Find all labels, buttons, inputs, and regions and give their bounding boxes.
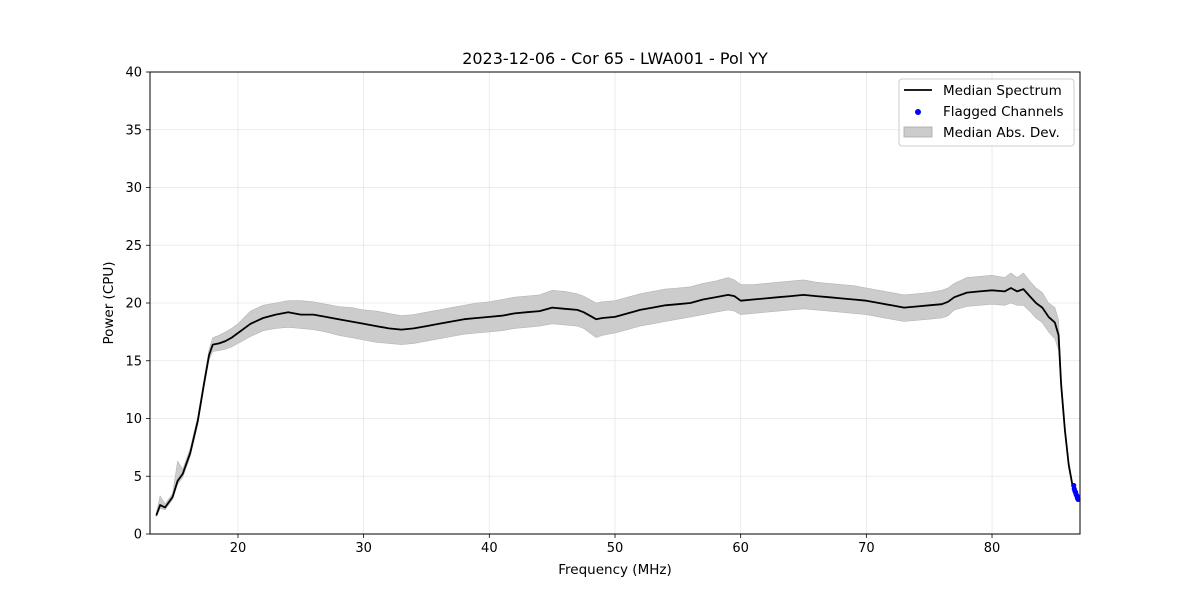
y-tick-label: 15 xyxy=(125,354,142,369)
x-tick-label: 80 xyxy=(984,541,1001,556)
y-tick-label: 40 xyxy=(125,66,142,81)
legend: Median Spectrum Flagged Channels Median … xyxy=(898,78,1075,147)
y-tick-label: 0 xyxy=(134,528,142,543)
y-axis-label: Power (CPU) xyxy=(101,261,117,344)
legend-median-label: Median Spectrum xyxy=(943,83,1062,99)
legend-flagged-label: Flagged Channels xyxy=(943,104,1064,120)
y-tick-label: 10 xyxy=(125,412,142,427)
y-tick-label: 35 xyxy=(125,123,142,138)
chart-title: 2023-12-06 - Cor 65 - LWA001 - Pol YY xyxy=(462,49,768,68)
x-tick-label: 70 xyxy=(858,541,875,556)
legend-frame xyxy=(898,78,1075,147)
median-spectrum-line xyxy=(155,287,1074,516)
legend-mad-swatch xyxy=(903,126,933,138)
y-tick-label: 30 xyxy=(125,181,142,196)
flagged-channels-layer xyxy=(1071,482,1081,502)
x-tick-label: 50 xyxy=(607,541,624,556)
median-spectrum-layer xyxy=(155,287,1074,516)
y-tick-label: 25 xyxy=(125,239,142,254)
flagged-channel-point xyxy=(1075,496,1081,502)
y-tick-label: 5 xyxy=(134,470,142,485)
axis-ticks: 20 30 40 50 60 70 80 0 5 10 15 20 25 30 35 40 xyxy=(125,66,1000,557)
x-axis-label: Frequency (MHz) xyxy=(558,562,671,578)
legend-mad-label: Median Abs. Dev. xyxy=(943,125,1060,141)
y-tick-label: 20 xyxy=(125,297,142,312)
x-tick-label: 60 xyxy=(732,541,749,556)
x-tick-label: 30 xyxy=(355,541,372,556)
x-tick-label: 40 xyxy=(481,541,498,556)
x-tick-label: 20 xyxy=(230,541,247,556)
legend-flagged-swatch xyxy=(915,109,921,115)
